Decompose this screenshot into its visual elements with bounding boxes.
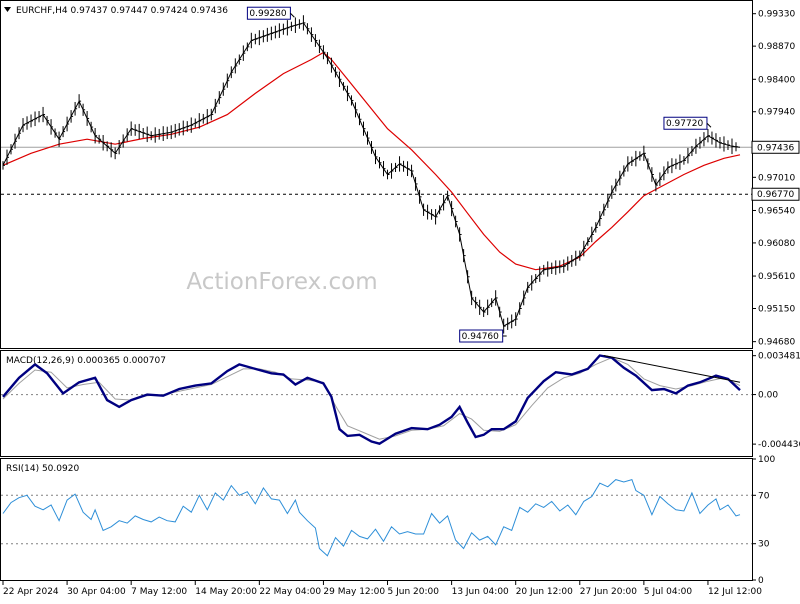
x-tick-label-11: 12 Jul 12:00 xyxy=(708,587,762,597)
moving-average-line xyxy=(2,51,741,271)
support-level-label: 0.96770 xyxy=(757,190,794,200)
rsi-y-tick-label-3: 0 xyxy=(758,576,764,586)
price-y-tick-label-3: 0.97940 xyxy=(758,108,795,118)
x-tick-label-9: 27 Jun 20:00 xyxy=(580,587,637,597)
grid-layer xyxy=(1,13,756,585)
support-level-box xyxy=(751,187,800,201)
label-layer: 0.99330 0.98870 0.98400 0.97940 0.97010 0.965… xyxy=(3,6,800,597)
price-y-tick-label-8: 0.95150 xyxy=(758,305,795,315)
rsi-label: RSI(14) 50.0920 xyxy=(6,464,79,474)
x-tick-label-4: 22 May 04:00 xyxy=(259,587,321,597)
price-y-tick-label-0: 0.99330 xyxy=(758,10,795,20)
macd-y-tick-label-2: -0.004436 xyxy=(758,440,800,450)
macd-line xyxy=(2,354,741,445)
price-y-tick-label-9: 0.94680 xyxy=(758,338,795,348)
price-y-tick-label-2: 0.98400 xyxy=(758,75,795,85)
x-tick-label-10: 5 Jul 04:00 xyxy=(644,587,693,597)
rsi-panel-frame xyxy=(0,458,753,581)
x-tick-label-7: 13 Jun 04:00 xyxy=(452,587,509,597)
x-tick-label-6: 5 Jun 20:00 xyxy=(388,587,440,597)
price-callout-label-0: 0.99280 xyxy=(249,9,286,19)
watermark: ActionForex.com xyxy=(186,269,377,295)
price-callout-label-1: 0.97720 xyxy=(666,119,703,129)
current-price-box xyxy=(751,140,800,154)
price-callout-leader-1 xyxy=(706,122,712,128)
price-y-tick-label-7: 0.95610 xyxy=(758,272,795,282)
rsi-y-tick-label-1: 70 xyxy=(758,491,770,501)
price-y-tick-label-4: 0.97010 xyxy=(758,173,795,183)
price-y-tick-label-5: 0.96540 xyxy=(758,206,795,216)
current-price-label: 0.97436 xyxy=(757,143,794,153)
x-tick-label-2: 7 May 12:00 xyxy=(131,587,187,597)
rsi-y-tick-label-2: 30 xyxy=(758,540,770,550)
x-tick-label-8: 20 Jun 12:00 xyxy=(516,587,573,597)
series-layer xyxy=(2,15,741,557)
x-tick-label-0: 22 Apr 2024 xyxy=(3,587,59,597)
price-y-tick-label-6: 0.96080 xyxy=(758,239,795,249)
macd-label: MACD(12,26,9) 0.000365 0.000707 xyxy=(6,356,166,366)
rsi-y-tick-label-0: 100 xyxy=(758,455,775,465)
chart-header: EURCHF,H4 0.97437 0.97447 0.97424 0.9743… xyxy=(16,6,228,16)
macd-y-tick-label-0: 0.003481 xyxy=(758,352,800,362)
rsi-line xyxy=(2,478,741,557)
macd-trendline xyxy=(603,354,741,383)
macd-y-tick-label-1: 0.00 xyxy=(758,391,778,401)
macd-signal-line xyxy=(2,357,741,440)
macd-panel-frame xyxy=(0,350,753,457)
price-panel-frame xyxy=(0,0,753,349)
x-tick-label-1: 30 Apr 04:00 xyxy=(67,587,126,597)
x-tick-label-3: 14 May 20:00 xyxy=(195,587,257,597)
price-y-tick-label-1: 0.98870 xyxy=(758,42,795,52)
price-callout-leader-0 xyxy=(290,12,295,18)
x-tick-label-5: 29 May 12:00 xyxy=(323,587,385,597)
dropdown-arrow-icon[interactable] xyxy=(4,7,11,12)
price-callout-label-2: 0.94760 xyxy=(462,332,499,342)
